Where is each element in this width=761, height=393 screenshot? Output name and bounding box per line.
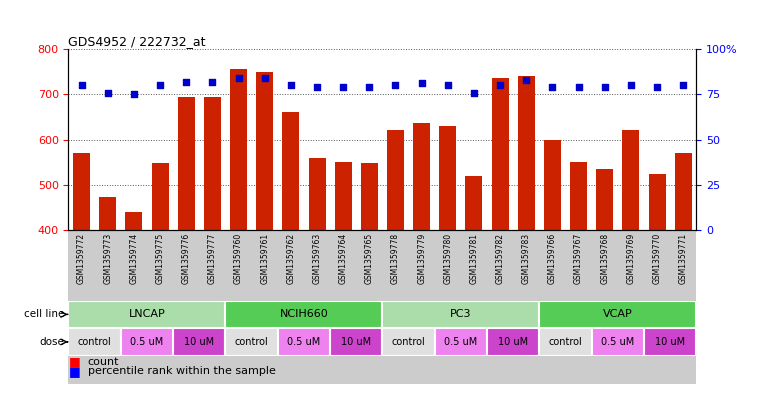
Bar (151, 163, 168, 230)
Text: dose: dose (40, 337, 65, 347)
Point (390, 82, 402, 88)
Bar (256, 72, 273, 230)
Bar (622, 130, 639, 230)
Text: 10 uM: 10 uM (341, 337, 371, 347)
Bar (361, 163, 377, 230)
Bar (597, 169, 613, 230)
Point (75, 82, 88, 88)
Text: 10 uM: 10 uM (655, 337, 685, 347)
Point (521, 77, 533, 83)
Text: ■: ■ (68, 355, 80, 368)
Bar (592, 328, 644, 356)
Point (468, 89, 480, 95)
Text: PC3: PC3 (450, 309, 472, 320)
Text: ■: ■ (68, 365, 80, 378)
Bar (540, 301, 696, 328)
Text: control: control (234, 337, 269, 347)
Point (651, 84, 663, 90)
Bar (387, 130, 404, 230)
Bar (121, 328, 174, 356)
Bar (540, 328, 592, 356)
Bar (335, 162, 352, 230)
Bar (466, 176, 482, 230)
Point (259, 75, 271, 81)
Point (285, 82, 297, 88)
Bar (68, 301, 225, 328)
Text: control: control (392, 337, 425, 347)
Text: 0.5 uM: 0.5 uM (444, 337, 477, 347)
Text: 10 uM: 10 uM (498, 337, 528, 347)
Point (677, 82, 689, 88)
Bar (225, 328, 278, 356)
Text: control: control (78, 337, 112, 347)
Text: LNCAP: LNCAP (129, 309, 165, 320)
Text: NCIH660: NCIH660 (279, 309, 328, 320)
Bar (413, 123, 430, 230)
Point (363, 84, 375, 90)
Text: VCAP: VCAP (603, 309, 632, 320)
Point (494, 82, 506, 88)
Bar (230, 68, 247, 230)
Point (180, 79, 193, 85)
Point (311, 84, 323, 90)
Text: 0.5 uM: 0.5 uM (130, 337, 164, 347)
Bar (225, 301, 383, 328)
Point (625, 82, 637, 88)
Point (337, 84, 349, 90)
Point (441, 82, 454, 88)
Point (416, 80, 428, 86)
Bar (282, 112, 299, 230)
Bar (68, 230, 696, 384)
Bar (204, 97, 221, 230)
Point (128, 91, 140, 97)
Bar (126, 212, 142, 230)
Bar (648, 174, 666, 230)
Bar (487, 328, 540, 356)
Point (599, 84, 611, 90)
Bar (99, 197, 116, 230)
Text: percentile rank within the sample: percentile rank within the sample (88, 366, 275, 376)
Bar (382, 328, 435, 356)
Point (154, 82, 166, 88)
Text: 0.5 uM: 0.5 uM (288, 337, 320, 347)
Bar (73, 153, 90, 230)
Point (206, 79, 218, 85)
Point (572, 84, 584, 90)
Bar (278, 328, 330, 356)
Point (232, 75, 244, 81)
Bar (382, 301, 540, 328)
Bar (517, 76, 535, 230)
Bar (570, 162, 587, 230)
Text: control: control (549, 337, 582, 347)
Point (546, 84, 559, 90)
Point (102, 89, 114, 95)
Bar (492, 77, 508, 230)
Bar (330, 328, 383, 356)
Text: count: count (88, 356, 119, 367)
Bar (174, 328, 225, 356)
Text: cell line: cell line (24, 309, 65, 320)
Bar (435, 328, 487, 356)
Text: 10 uM: 10 uM (184, 337, 215, 347)
Bar (544, 140, 561, 230)
Bar (675, 153, 692, 230)
Bar (68, 328, 121, 356)
Bar (308, 158, 326, 230)
Text: GDS4952 / 222732_at: GDS4952 / 222732_at (68, 35, 206, 48)
Text: 0.5 uM: 0.5 uM (601, 337, 635, 347)
Bar (178, 97, 195, 230)
Bar (439, 126, 457, 230)
Bar (644, 328, 696, 356)
